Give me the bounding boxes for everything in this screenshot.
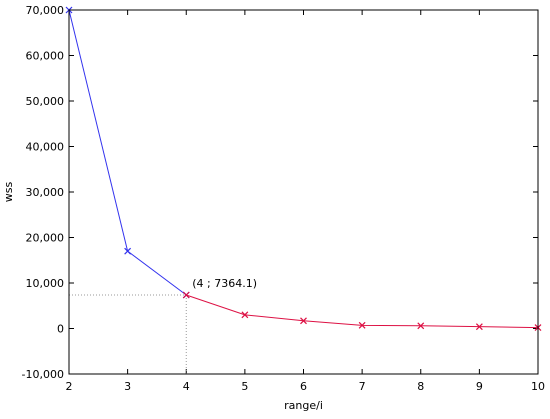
- x-axis-ticks: 2 3 4 5 6 7 8 9 10: [66, 10, 545, 393]
- data-point: [241, 311, 249, 319]
- data-point-mark: [475, 323, 483, 331]
- x-axis-label: range/i: [284, 399, 323, 412]
- data-point: [182, 291, 190, 299]
- series-line-2: [186, 294, 539, 329]
- y-axis-label: wss: [2, 182, 15, 203]
- plot-frame: [68, 9, 539, 375]
- data-point-mark: [358, 321, 366, 329]
- x-tick-label: 6: [300, 380, 307, 393]
- x-tick-label: 5: [241, 380, 248, 393]
- x-tick-label: 2: [66, 380, 73, 393]
- x-tick-label: 10: [531, 380, 545, 393]
- x-tick-label: 9: [476, 380, 483, 393]
- y-tick-label: 70,000: [26, 4, 65, 17]
- data-point: [358, 321, 366, 329]
- data-point-mark: [124, 247, 132, 255]
- x-tick-label: 3: [124, 380, 131, 393]
- data-point: [475, 323, 483, 331]
- data-point-mark: [300, 317, 307, 325]
- y-tick-label: -10,000: [22, 368, 64, 381]
- data-point: [417, 322, 425, 330]
- y-tick-label: 30,000: [26, 186, 65, 199]
- y-axis-ticks: -10,000 0 10,000 20,000 30,000 40,000 50,000 60…: [22, 4, 538, 381]
- y-tick-label: 60,000: [26, 50, 65, 63]
- x-tick-label: 7: [359, 380, 366, 393]
- y-tick-label: 20,000: [26, 232, 65, 245]
- annotation-guides: [69, 294, 187, 374]
- y-tick-label: 10,000: [26, 277, 65, 290]
- x-tick-label: 4: [183, 380, 190, 393]
- series-layer: [65, 6, 542, 332]
- x-tick-label: 8: [417, 380, 424, 393]
- y-tick-label: 40,000: [26, 141, 65, 154]
- data-point-mark: [417, 322, 425, 330]
- y-tick-label: 0: [57, 323, 64, 336]
- data-point-mark: [182, 291, 190, 299]
- data-point-mark: [241, 311, 249, 319]
- y-tick-label: 50,000: [26, 95, 65, 108]
- series-line-1: [68, 9, 187, 296]
- data-point: [300, 317, 307, 325]
- data-point: [124, 247, 132, 255]
- annotation-label: (4 ; 7364.1): [192, 277, 257, 290]
